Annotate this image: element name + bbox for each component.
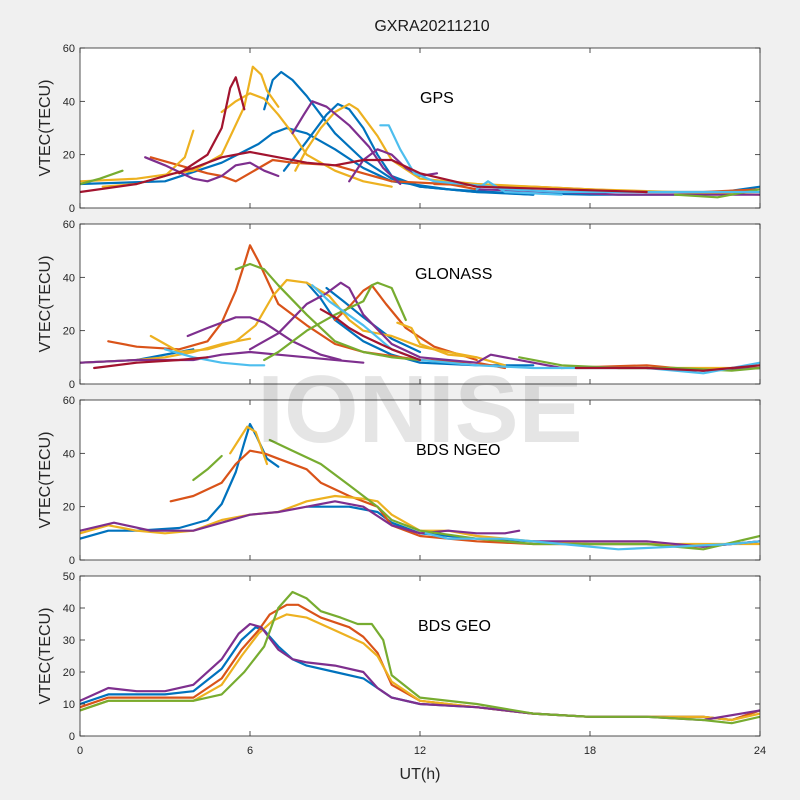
y-tick-label: 40	[63, 96, 75, 108]
y-tick-label: 40	[63, 603, 75, 615]
axes-panel-2: 0 20 40 60 VTEC(TECU) GLONASS	[37, 219, 761, 391]
series-line-12	[186, 316, 342, 362]
y-tick-label: 30	[63, 635, 75, 647]
x-tick-label: 0	[77, 745, 83, 757]
x-tick-label: 6	[247, 745, 253, 757]
figure-title: GXRA20211210	[374, 18, 489, 35]
series-line-3	[325, 286, 422, 354]
panel-annotation: GPS	[420, 90, 454, 107]
y-tick-label: 0	[69, 731, 75, 743]
y-tick-label: 20	[63, 667, 75, 679]
y-tick-label: 10	[63, 699, 75, 711]
series-line-11	[291, 100, 402, 186]
series-line-14	[80, 350, 365, 364]
axes-panel-1: 0 20 40 60 VTEC(TECU) GPS	[37, 43, 761, 215]
y-tick-label: 0	[69, 203, 75, 215]
series-line-16	[234, 262, 422, 362]
y-tick-label: 40	[63, 272, 75, 284]
series-line-19	[80, 150, 648, 194]
y-tick-label: 20	[63, 326, 75, 338]
series-line-23	[574, 364, 760, 372]
series-line-18	[178, 76, 246, 175]
series-line-5	[80, 590, 760, 725]
panel-annotation: BDS GEO	[418, 618, 491, 635]
panel-annotation: GLONASS	[415, 266, 492, 283]
plot-area	[80, 576, 760, 736]
x-axis-label: UT(h)	[400, 766, 441, 783]
series-line-8	[192, 454, 223, 482]
plot-area	[80, 48, 760, 208]
y-tick-label: 0	[69, 379, 75, 391]
y-tick-label: 0	[69, 555, 75, 567]
series-line-7	[220, 92, 393, 188]
series-line-6	[333, 284, 478, 362]
series-line-3	[282, 102, 760, 196]
series-line-9	[268, 438, 760, 551]
axes-panel-3: 0 20 40 60 VTEC(TECU) BDS NGEO	[37, 395, 761, 567]
y-tick-label: 60	[63, 219, 75, 231]
series-line-4	[229, 425, 269, 466]
y-tick-label: 60	[63, 43, 75, 55]
series-line-21	[93, 356, 209, 370]
axes-panel-4: 0 6 12 18 24 0 10 20 30 40 50 VTEC(TECU) BDS GEO	[37, 571, 766, 757]
y-axis-label: VTEC(TECU)	[37, 432, 54, 529]
series-line-8	[149, 278, 507, 367]
y-axis-label: VTEC(TECU)	[37, 256, 54, 353]
series-group	[80, 65, 760, 199]
series-line-10	[424, 532, 760, 551]
x-tick-label: 24	[754, 745, 766, 757]
watermark: IONISE	[257, 356, 582, 463]
panel-annotation: BDS NGEO	[416, 442, 500, 459]
y-tick-label: 20	[63, 502, 75, 514]
series-line-13	[248, 281, 563, 370]
series-group	[80, 422, 760, 551]
series-line-14	[80, 169, 124, 186]
series-group	[80, 244, 760, 375]
y-axis-label: VTEC(TECU)	[37, 608, 54, 705]
x-tick-label: 18	[584, 745, 596, 757]
y-tick-label: 40	[63, 448, 75, 460]
y-tick-label: 60	[63, 395, 75, 407]
series-line-4	[149, 156, 478, 191]
y-tick-label: 20	[63, 150, 75, 162]
series-line-22	[319, 308, 422, 362]
series-line-5	[107, 244, 507, 370]
series-line-10	[144, 156, 280, 183]
series-line-9	[396, 321, 478, 359]
y-axis-label: VTEC(TECU)	[37, 80, 54, 177]
x-tick-label: 12	[414, 745, 426, 757]
series-group	[80, 590, 760, 725]
series-line-19	[163, 348, 266, 367]
y-tick-label: 50	[63, 571, 75, 583]
series-line-6	[80, 500, 521, 535]
series-line-17	[263, 281, 407, 362]
